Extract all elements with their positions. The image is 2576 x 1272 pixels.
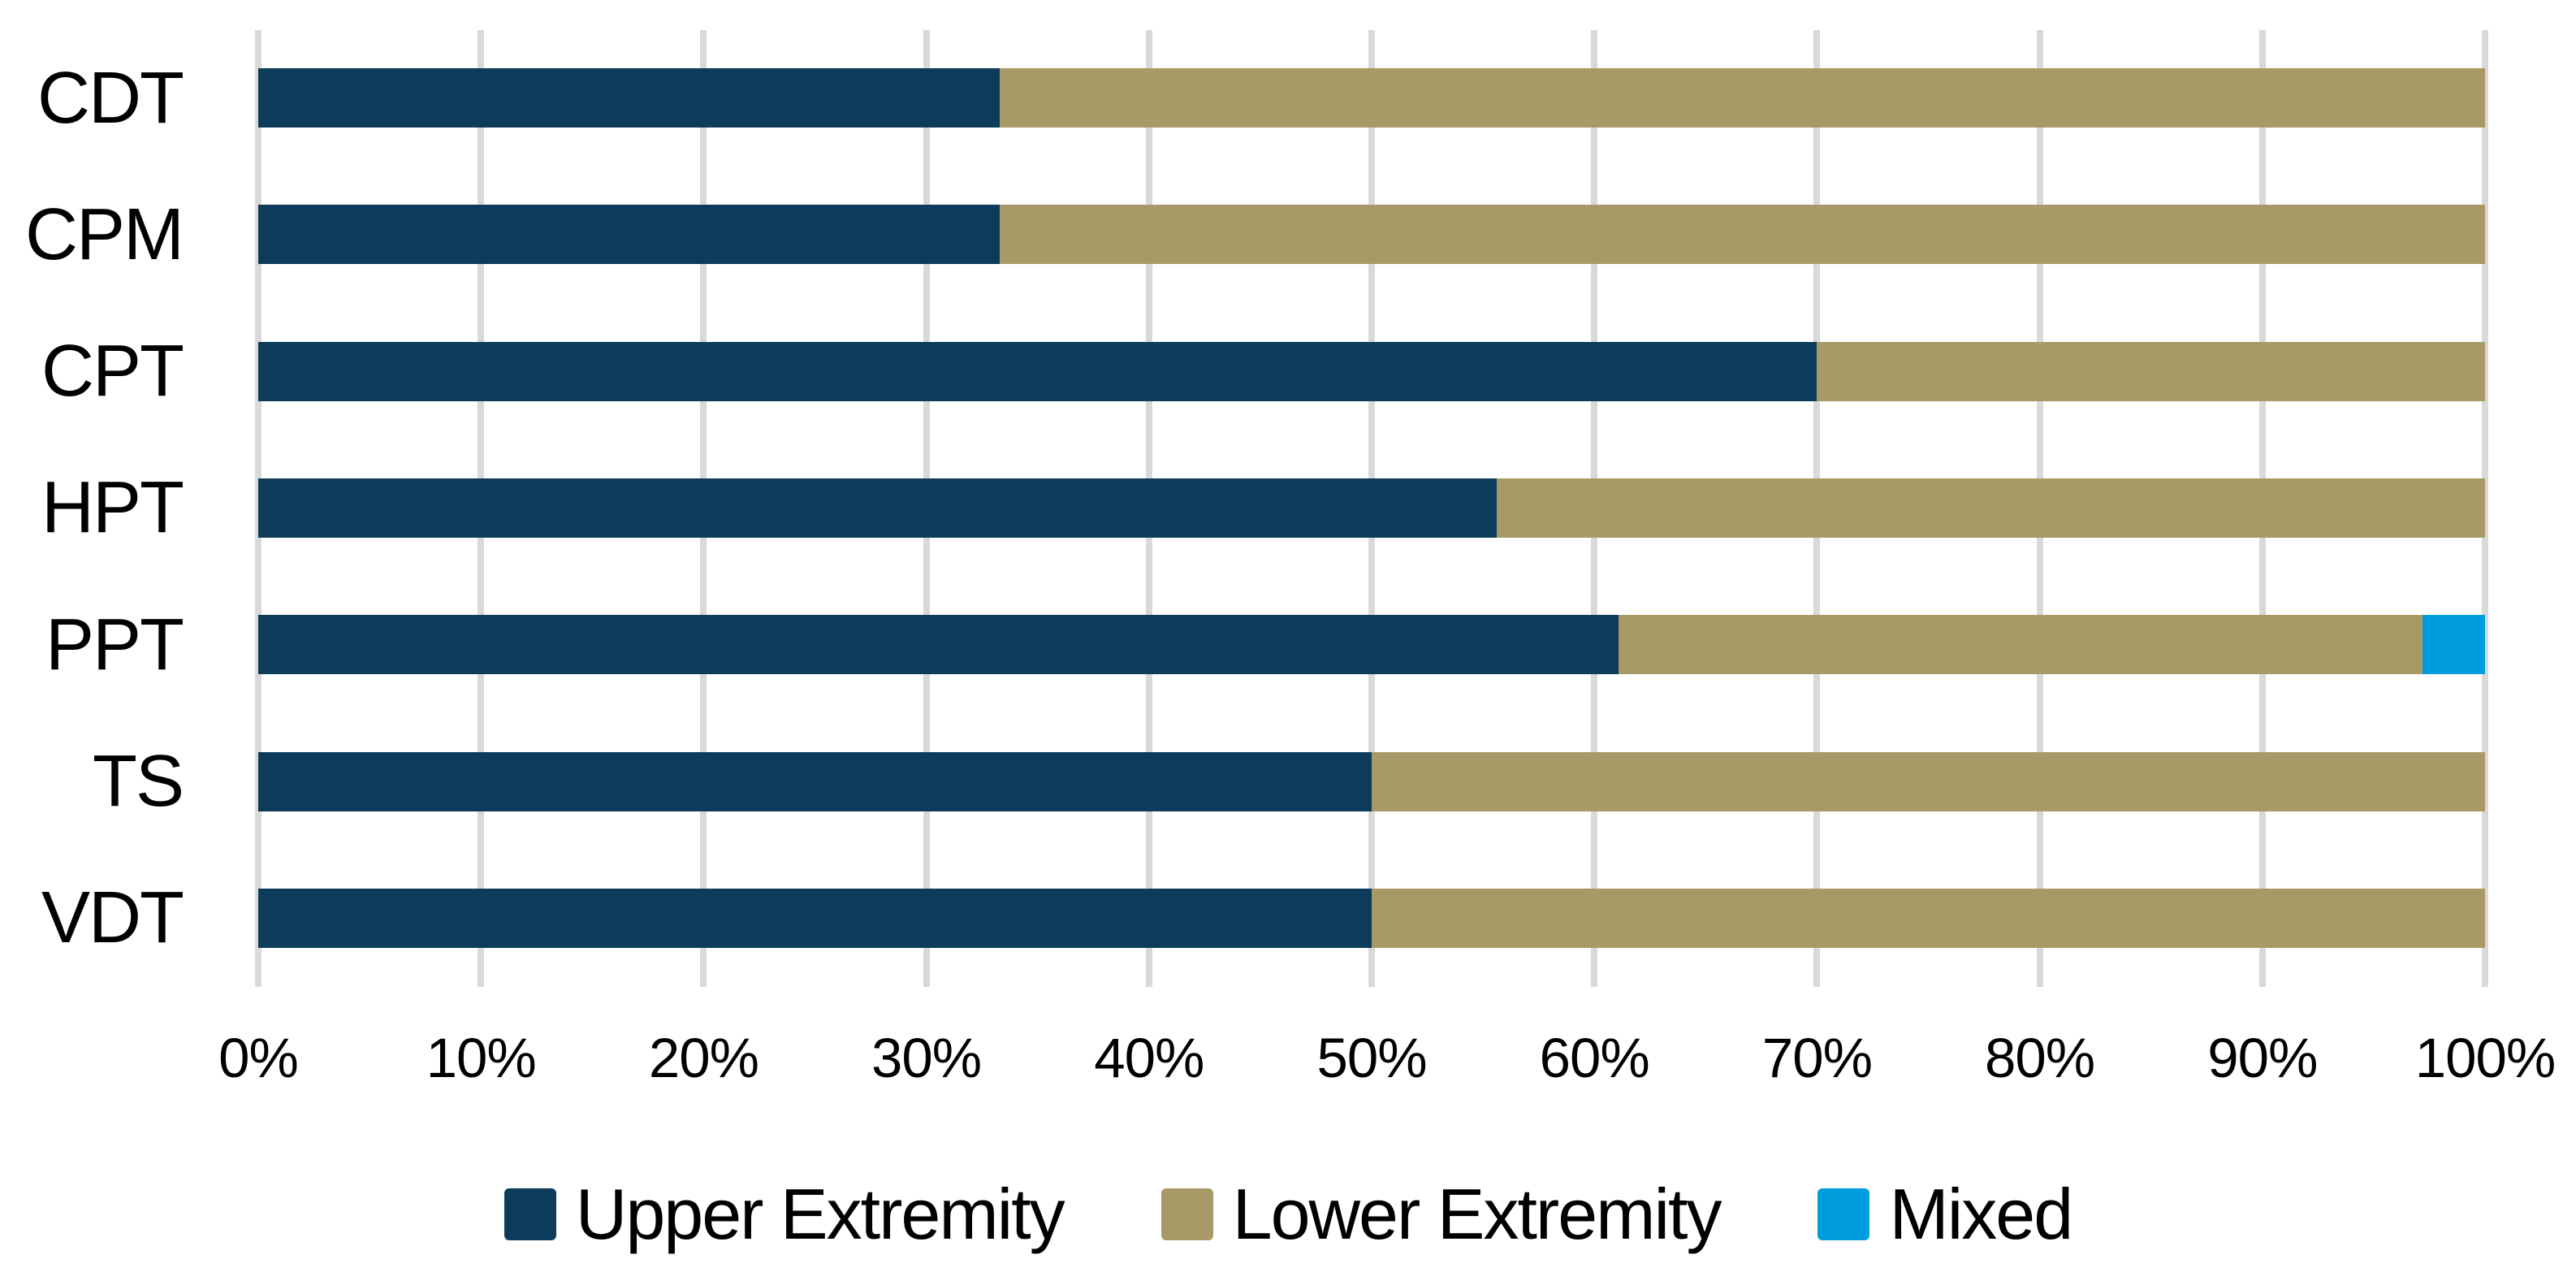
legend: Upper Extremity Lower Extremity Mixed (0, 1162, 2576, 1267)
bar-segment-vdt-upper-extremity (258, 889, 1372, 948)
bar-segment-cpt-lower-extremity (1817, 342, 2485, 401)
bar-segment-cdt-lower-extremity (1000, 68, 2485, 128)
bar-segment-cpt-upper-extremity (258, 342, 1817, 401)
bar-row-cdt (258, 68, 2485, 128)
x-axis-tick-60%: 60% (1539, 1027, 1650, 1089)
bar-row-cpt (258, 342, 2485, 401)
legend-item-upper-extremity: Upper Extremity (504, 1174, 1065, 1254)
bar-segment-ts-lower-extremity (1372, 752, 2485, 811)
legend-item-lower-extremity: Lower Extremity (1160, 1174, 1722, 1254)
x-axis-tick-40%: 40% (1094, 1027, 1204, 1089)
bar-segment-hpt-upper-extremity (258, 478, 1497, 538)
bar-segment-cpm-upper-extremity (258, 205, 1001, 264)
legend-label-mixed: Mixed (1889, 1174, 2073, 1254)
bar-segment-cdt-upper-extremity (258, 68, 1001, 128)
y-axis-label-cdt: CDT (37, 58, 184, 139)
legend-swatch-lower-extremity (1160, 1188, 1213, 1240)
legend-swatch-upper-extremity (504, 1188, 556, 1240)
y-axis-label-vdt: VDT (41, 877, 184, 958)
bar-segment-ts-upper-extremity (258, 752, 1372, 811)
x-axis-tick-70%: 70% (1761, 1027, 1873, 1089)
legend-label-lower-extremity: Lower Extremity (1232, 1174, 1722, 1254)
y-axis-label-cpm: CPM (25, 194, 184, 275)
x-axis-tick-10%: 10% (426, 1027, 537, 1089)
gridline-100% (2482, 30, 2488, 987)
bar-segment-vdt-lower-extremity (1372, 889, 2485, 948)
bar-row-ppt (258, 615, 2485, 674)
x-axis-tick-50%: 50% (1316, 1027, 1427, 1089)
bar-segment-ppt-lower-extremity (1619, 615, 2423, 674)
bar-row-cpm (258, 205, 2485, 264)
x-axis-tick-100%: 100% (2414, 1027, 2556, 1089)
legend-label-upper-extremity: Upper Extremity (575, 1174, 1065, 1254)
legend-item-mixed: Mixed (1817, 1174, 2073, 1254)
legend-swatch-mixed (1817, 1188, 1870, 1240)
y-axis-label-cpt: CPT (41, 331, 184, 412)
bar-row-hpt (258, 478, 2485, 538)
bar-segment-hpt-lower-extremity (1496, 478, 2485, 538)
x-axis-tick-0%: 0% (218, 1027, 299, 1089)
bar-segment-ppt-mixed (2423, 615, 2485, 674)
bar-row-vdt (258, 889, 2485, 948)
y-axis-label-ts: TS (92, 741, 184, 822)
x-axis-tick-90%: 90% (2207, 1027, 2318, 1089)
x-axis-tick-30%: 30% (871, 1027, 982, 1089)
y-axis-label-hpt: HPT (41, 467, 184, 548)
bar-segment-ppt-upper-extremity (258, 615, 1619, 674)
x-axis-tick-80%: 80% (1985, 1027, 2095, 1089)
bar-segment-cpm-lower-extremity (1000, 205, 2485, 264)
y-axis-label-ppt: PPT (45, 604, 184, 686)
x-axis-tick-20%: 20% (648, 1027, 759, 1089)
bar-row-ts (258, 752, 2485, 811)
